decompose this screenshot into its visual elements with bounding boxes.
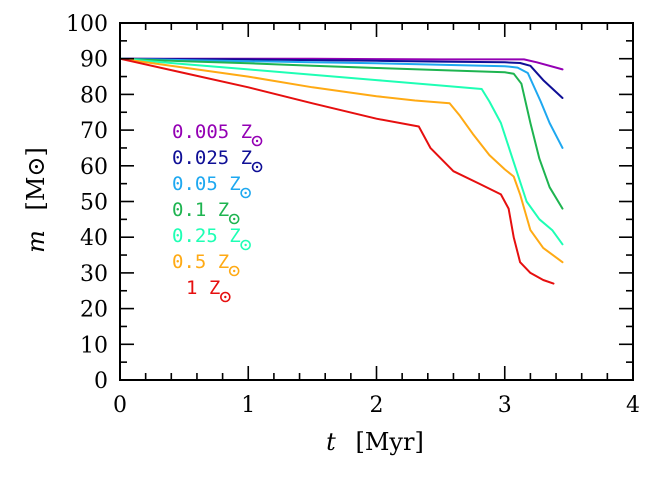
x-tick-label: 4	[626, 393, 640, 418]
sun-symbol-dot-icon	[233, 217, 236, 221]
y-tick-label: 30	[80, 262, 108, 287]
y-tick-label: 100	[66, 12, 108, 37]
y-tick-label: 10	[80, 333, 108, 358]
sun-symbol-dot-icon	[255, 139, 259, 143]
legend-entry-5: 0.5 Z	[172, 251, 229, 273]
x-tick-label: 0	[113, 393, 127, 418]
sun-symbol-dot-icon	[255, 165, 259, 169]
y-tick-label: 40	[80, 226, 108, 251]
y-axis-variable: m	[22, 230, 50, 253]
y-tick-label: 20	[80, 298, 108, 323]
y-tick-label: 0	[94, 369, 108, 394]
y-tick-label: 90	[80, 48, 108, 73]
sun-symbol-icon	[240, 187, 251, 199]
y-tick-label: 60	[80, 155, 108, 180]
series-line-5	[119, 57, 564, 264]
x-axis-label: t [Myr]	[326, 428, 424, 456]
series-line-4	[119, 57, 564, 246]
sun-symbol-dot-icon	[224, 295, 227, 299]
sun-symbol-icon	[251, 135, 263, 147]
sun-symbol-dot-icon	[233, 269, 236, 273]
legend-entry-3: 0.1 Z	[172, 199, 229, 221]
y-tick-label: 80	[80, 83, 108, 108]
legend-entry-4: 0.25 Z	[172, 225, 241, 247]
y-tick-label: 50	[80, 191, 108, 216]
legend-entry-2: 0.05 Z	[172, 173, 241, 195]
axes	[119, 22, 634, 381]
sun-symbol-icon	[228, 213, 240, 225]
x-axis-unit: [Myr]	[355, 428, 423, 456]
sun-symbol-icon	[240, 239, 251, 251]
series-line-2	[119, 57, 564, 149]
legend-entry-0: 0.005 Z	[172, 121, 252, 143]
data-layer	[119, 57, 564, 285]
series-line-6	[119, 57, 555, 285]
y-axis-unit: [M⊙]	[22, 147, 50, 210]
legend: 0.005 Z 0.025 Z 0.05 Z 0.1 Z 0.25 Z 0.5 Z 1 Z	[172, 121, 263, 303]
x-tick-label: 1	[241, 393, 255, 418]
x-tick-label: 3	[498, 393, 512, 418]
series-line-3	[119, 57, 564, 210]
sun-symbol-icon	[251, 161, 263, 173]
sun-symbol-dot-icon	[244, 191, 247, 195]
sun-symbol-dot-icon	[244, 243, 247, 247]
x-tick-label: 2	[370, 393, 384, 418]
legend-entry-6: 1 Z	[186, 277, 220, 299]
series-line-1	[119, 57, 564, 99]
y-tick-label: 70	[80, 119, 108, 144]
legend-entry-1: 0.025 Z	[172, 147, 252, 169]
sun-symbol-icon	[228, 265, 240, 277]
x-axis-variable: t	[326, 428, 336, 456]
sun-symbol-icon	[220, 291, 231, 303]
y-axis-label: m [M⊙]	[22, 147, 50, 253]
